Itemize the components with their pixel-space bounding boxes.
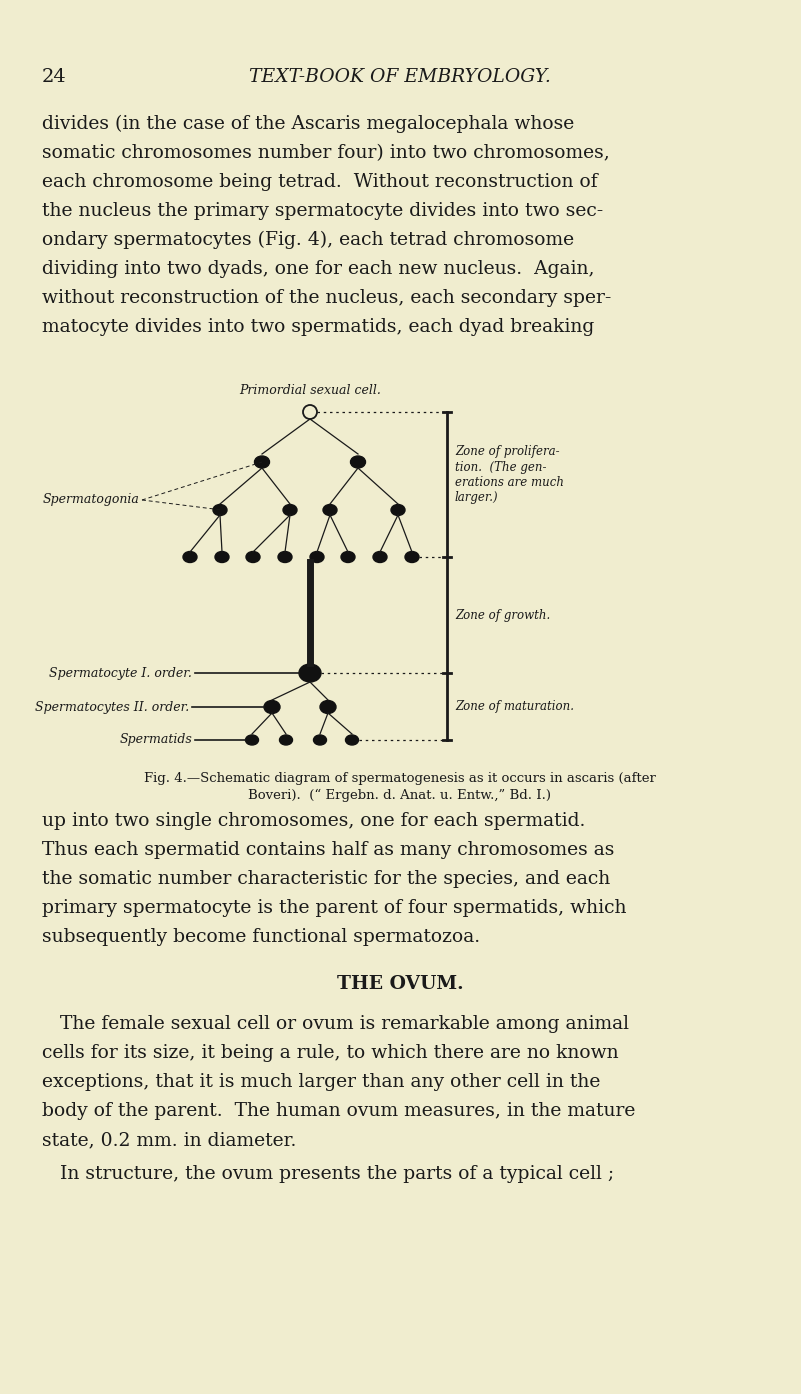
Text: Boveri).  (“ Ergebn. d. Anat. u. Entw.,” Bd. I.): Boveri). (“ Ergebn. d. Anat. u. Entw.,” … — [248, 789, 552, 802]
Text: Thus each spermatid contains half as many chromosomes as: Thus each spermatid contains half as man… — [42, 841, 614, 859]
Text: Primordial sexual cell.: Primordial sexual cell. — [239, 383, 381, 397]
Ellipse shape — [313, 735, 327, 744]
Text: state, 0.2 mm. in diameter.: state, 0.2 mm. in diameter. — [42, 1131, 296, 1149]
Text: Zone of prolifera-
tion.  (The gen-
erations are much
larger.): Zone of prolifera- tion. (The gen- erati… — [455, 446, 564, 503]
Text: Spermatocytes II. order.: Spermatocytes II. order. — [34, 701, 189, 714]
Text: Fig. 4.—Schematic diagram of spermatogenesis as it occurs in ascaris (after: Fig. 4.—Schematic diagram of spermatogen… — [144, 772, 656, 785]
Text: body of the parent.  The human ovum measures, in the mature: body of the parent. The human ovum measu… — [42, 1103, 635, 1119]
Text: The female sexual cell or ovum is remarkable among animal: The female sexual cell or ovum is remark… — [60, 1015, 629, 1033]
Text: exceptions, that it is much larger than any other cell in the: exceptions, that it is much larger than … — [42, 1073, 601, 1092]
Text: divides (in the case of the Ascaris megalocephala whose: divides (in the case of the Ascaris mega… — [42, 114, 574, 134]
Text: In structure, the ovum presents the parts of a typical cell ;: In structure, the ovum presents the part… — [60, 1165, 614, 1184]
Ellipse shape — [391, 505, 405, 516]
Text: the somatic number characteristic for the species, and each: the somatic number characteristic for th… — [42, 870, 610, 888]
Text: dividing into two dyads, one for each new nucleus.  Again,: dividing into two dyads, one for each ne… — [42, 261, 594, 277]
Ellipse shape — [341, 552, 355, 563]
Text: THE OVUM.: THE OVUM. — [336, 974, 463, 993]
Text: Spermatocyte I. order.: Spermatocyte I. order. — [49, 666, 192, 679]
Ellipse shape — [245, 735, 259, 744]
Text: Spermatids: Spermatids — [119, 733, 192, 747]
Text: Spermatogonia: Spermatogonia — [43, 493, 140, 506]
Ellipse shape — [213, 505, 227, 516]
Ellipse shape — [278, 552, 292, 563]
Ellipse shape — [264, 701, 280, 714]
Ellipse shape — [183, 552, 197, 563]
Ellipse shape — [323, 505, 337, 516]
Ellipse shape — [215, 552, 229, 563]
Text: primary spermatocyte is the parent of four spermatids, which: primary spermatocyte is the parent of fo… — [42, 899, 626, 917]
Text: the nucleus the primary spermatocyte divides into two sec-: the nucleus the primary spermatocyte div… — [42, 202, 603, 220]
Text: up into two single chromosomes, one for each spermatid.: up into two single chromosomes, one for … — [42, 811, 586, 829]
Text: Zone of growth.: Zone of growth. — [455, 609, 550, 622]
Ellipse shape — [280, 735, 292, 744]
Ellipse shape — [373, 552, 387, 563]
Ellipse shape — [351, 456, 365, 468]
Text: cells for its size, it being a rule, to which there are no known: cells for its size, it being a rule, to … — [42, 1044, 618, 1062]
Text: subsequently become functional spermatozoa.: subsequently become functional spermatoz… — [42, 928, 480, 947]
Ellipse shape — [310, 552, 324, 563]
Ellipse shape — [283, 505, 297, 516]
Text: ondary spermatocytes (Fig. 4), each tetrad chromosome: ondary spermatocytes (Fig. 4), each tetr… — [42, 231, 574, 250]
Ellipse shape — [299, 664, 321, 682]
Text: matocyte divides into two spermatids, each dyad breaking: matocyte divides into two spermatids, ea… — [42, 318, 594, 336]
Text: Zone of maturation.: Zone of maturation. — [455, 700, 574, 712]
Ellipse shape — [246, 552, 260, 563]
Text: somatic chromosomes number four) into two chromosomes,: somatic chromosomes number four) into tw… — [42, 144, 610, 162]
Ellipse shape — [405, 552, 419, 563]
Ellipse shape — [345, 735, 359, 744]
Text: TEXT-BOOK OF EMBRYOLOGY.: TEXT-BOOK OF EMBRYOLOGY. — [249, 68, 551, 86]
Text: each chromosome being tetrad.  Without reconstruction of: each chromosome being tetrad. Without re… — [42, 173, 598, 191]
Text: 24: 24 — [42, 68, 66, 86]
Text: without reconstruction of the nucleus, each secondary sper-: without reconstruction of the nucleus, e… — [42, 289, 611, 307]
Ellipse shape — [320, 701, 336, 714]
Ellipse shape — [255, 456, 269, 468]
